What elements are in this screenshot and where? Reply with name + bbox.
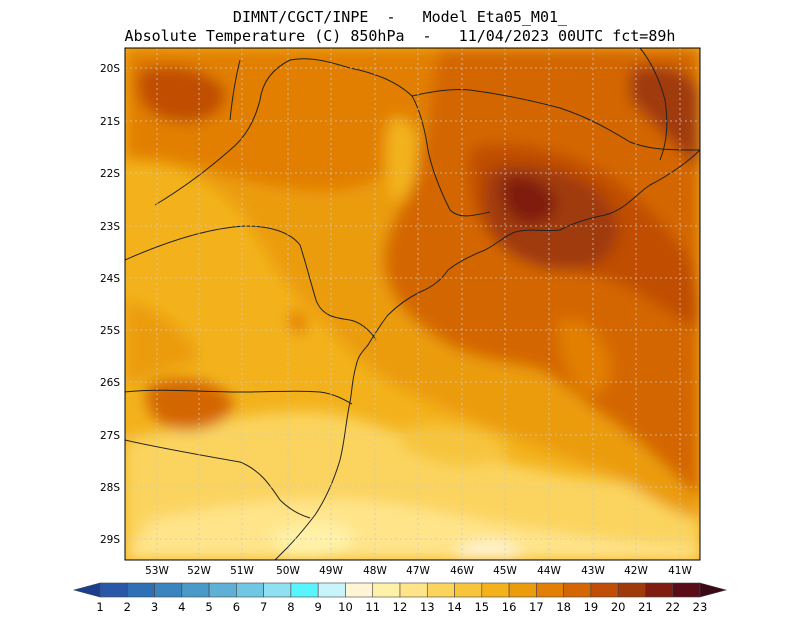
lon-tick-label: 45W <box>493 565 517 577</box>
colorbar-label: 11 <box>365 600 380 614</box>
lat-tick-label: 23S <box>100 221 120 233</box>
colorbar-segment <box>590 582 619 598</box>
colorbar-min-arrow <box>72 582 101 598</box>
map-title-line-2: Absolute Temperature (C) 850hPa - 11/04/… <box>124 27 676 45</box>
lon-tick-label: 52W <box>187 565 211 577</box>
colorbar-label: 2 <box>124 600 131 614</box>
lon-tick-label: 48W <box>363 565 387 577</box>
colorbar-label: 6 <box>233 600 240 614</box>
lat-tick-label: 22S <box>100 168 120 180</box>
colorbar-segment <box>99 582 128 598</box>
colorbar-label: 14 <box>447 600 462 614</box>
colorbar-label: 21 <box>638 600 653 614</box>
lon-tick-label: 42W <box>624 565 648 577</box>
lon-tick-label: 43W <box>581 565 605 577</box>
colorbar-segment <box>536 582 564 598</box>
colorbar-label: 18 <box>556 600 571 614</box>
lat-tick-label: 28S <box>100 482 120 494</box>
lat-tick-label: 25S <box>100 325 120 337</box>
colorbar-label: 13 <box>420 600 435 614</box>
colorbar-segment <box>645 582 674 598</box>
map-gridlines <box>125 48 700 560</box>
colorbar-label: 15 <box>474 600 489 614</box>
colorbar-label: 4 <box>178 600 185 614</box>
colorbar-label: 12 <box>393 600 408 614</box>
colorbar-segment <box>508 582 537 598</box>
lon-tick-label: 50W <box>276 565 300 577</box>
lon-tick-label: 41W <box>668 565 692 577</box>
lon-tick-label: 47W <box>406 565 430 577</box>
colorbar-label: 9 <box>315 600 322 614</box>
lat-tick-label: 26S <box>100 377 120 389</box>
colorbar-label: 23 <box>693 600 708 614</box>
colorbar-label: 17 <box>529 600 544 614</box>
colorbar-segment <box>426 582 455 598</box>
colorbar-label: 19 <box>584 600 599 614</box>
colorbar-label: 20 <box>611 600 626 614</box>
colorbar-label: 7 <box>260 600 267 614</box>
colorbar-segment <box>154 582 183 598</box>
colorbar-segment <box>454 582 483 598</box>
longitude-axis: 53W 52W 51W 50W 49W 48W 47W 46W 45W 44W … <box>145 565 692 577</box>
lat-tick-label: 29S <box>100 534 120 546</box>
lon-tick-label: 53W <box>145 565 169 577</box>
latitude-axis: 20S 21S 22S 23S 24S 25S 26S 27S 28S 29S <box>100 63 120 546</box>
colorbar-segment <box>263 582 292 598</box>
colorbar-segment <box>372 582 401 598</box>
lat-tick-label: 20S <box>100 63 120 75</box>
colorbar-label: 16 <box>502 600 517 614</box>
colorbar-label: 3 <box>151 600 158 614</box>
colorbar-segment <box>345 582 374 598</box>
colorbar-label: 8 <box>287 600 294 614</box>
colorbar-segment <box>399 582 428 598</box>
colorbar-label: 22 <box>665 600 680 614</box>
temperature-colorbar: 1 2 3 4 5 6 7 8 9 10 11 12 13 14 15 16 17 18 19 20 21 22 23 <box>72 582 728 614</box>
lat-tick-label: 27S <box>100 430 120 442</box>
lat-tick-label: 21S <box>100 116 120 128</box>
colorbar-segment <box>236 582 264 598</box>
colorbar-segment <box>126 582 155 598</box>
temperature-field <box>125 48 700 560</box>
colorbar-segment <box>208 582 237 598</box>
lon-tick-label: 46W <box>450 565 474 577</box>
colorbar-segment <box>481 582 510 598</box>
colorbar-label: 10 <box>338 600 353 614</box>
colorbar-segment <box>563 582 592 598</box>
colorbar-label: 5 <box>205 600 212 614</box>
colorbar-segment <box>317 582 346 598</box>
colorbar-segment <box>181 582 210 598</box>
colorbar-max-arrow <box>699 582 728 598</box>
lat-tick-label: 24S <box>100 273 120 285</box>
colorbar-segment <box>617 582 646 598</box>
colorbar-segment <box>672 582 701 598</box>
map-frame <box>124 47 701 561</box>
colorbar-label: 1 <box>96 600 103 614</box>
lon-tick-label: 49W <box>319 565 343 577</box>
map-title-line-1: DIMNT/CGCT/INPE - Model Eta05_M01_ <box>232 8 568 26</box>
colorbar-segment <box>290 582 319 598</box>
lon-tick-label: 51W <box>230 565 254 577</box>
lon-tick-label: 44W <box>537 565 561 577</box>
